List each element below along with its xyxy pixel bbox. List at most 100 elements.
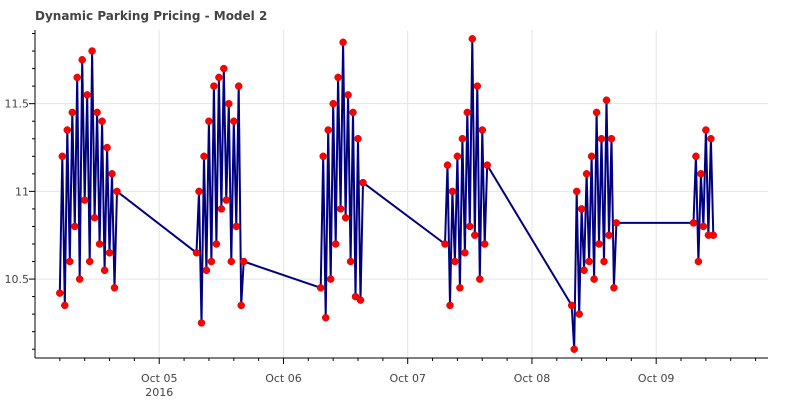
- data-point: [443, 161, 452, 169]
- data-point: [466, 222, 474, 231]
- data-point: [222, 196, 231, 204]
- data-point: [105, 249, 114, 257]
- data-point: [93, 108, 101, 117]
- data-point: [98, 117, 106, 125]
- data-point: [580, 266, 588, 275]
- data-points: [56, 35, 718, 353]
- y-tick-label: 10.5: [5, 273, 30, 286]
- chart-title: Dynamic Parking Pricing - Model 2: [35, 9, 267, 23]
- data-point: [90, 213, 99, 222]
- data-point: [582, 170, 591, 178]
- data-point: [103, 143, 111, 152]
- data-point: [207, 257, 216, 266]
- data-point: [453, 152, 462, 161]
- data-point: [707, 134, 715, 143]
- data-point: [463, 108, 472, 117]
- series-line: [58, 37, 715, 351]
- data-point: [316, 284, 325, 292]
- data-point: [354, 134, 362, 143]
- data-point: [339, 38, 347, 47]
- data-point: [468, 35, 477, 43]
- data-point: [692, 152, 700, 161]
- data-point: [592, 108, 601, 117]
- data-point: [359, 178, 367, 187]
- data-point: [607, 134, 616, 143]
- data-point: [585, 257, 593, 266]
- data-point: [237, 301, 245, 310]
- data-point: [66, 257, 74, 266]
- data-point: [331, 240, 340, 248]
- data-point: [239, 257, 248, 266]
- data-point: [572, 187, 581, 196]
- data-point: [108, 170, 116, 178]
- data-point: [476, 275, 484, 283]
- data-point: [195, 187, 203, 196]
- data-point: [441, 240, 449, 248]
- data-point: [56, 289, 64, 297]
- axes: [29, 30, 768, 364]
- data-point: [61, 301, 69, 310]
- data-point: [577, 205, 586, 213]
- data-point: [483, 161, 491, 169]
- data-point: [478, 126, 487, 134]
- data-point: [344, 91, 352, 99]
- data-point: [113, 187, 121, 196]
- data-point: [356, 296, 365, 304]
- series: [58, 37, 715, 351]
- data-point: [225, 99, 233, 108]
- data-point: [341, 213, 350, 222]
- x-tick-label: Oct 09: [638, 372, 675, 385]
- data-point: [597, 134, 606, 143]
- data-point: [68, 108, 77, 117]
- data-point: [220, 64, 228, 73]
- x-tick-label: Oct 08: [514, 372, 551, 385]
- data-point: [590, 275, 598, 283]
- data-point: [694, 257, 703, 266]
- data-point: [456, 284, 464, 292]
- data-point: [709, 231, 718, 239]
- data-point: [205, 117, 213, 125]
- data-point: [71, 222, 79, 231]
- data-point: [210, 82, 218, 90]
- data-point: [230, 117, 238, 125]
- data-point: [602, 96, 611, 104]
- data-point: [75, 275, 84, 283]
- data-point: [227, 257, 236, 266]
- data-point: [595, 240, 603, 248]
- data-point: [600, 257, 608, 266]
- data-point: [212, 240, 221, 248]
- data-point: [58, 152, 67, 161]
- data-point: [448, 187, 457, 196]
- data-point: [217, 205, 226, 213]
- data-point: [319, 152, 327, 161]
- data-point: [446, 301, 454, 310]
- data-point: [326, 275, 335, 283]
- data-point: [78, 56, 86, 64]
- data-point: [336, 205, 345, 213]
- data-point: [334, 73, 342, 82]
- x-tick-label: Oct 07: [389, 372, 426, 385]
- data-point: [451, 257, 459, 266]
- grid: [35, 30, 768, 358]
- data-point: [83, 91, 91, 99]
- data-point: [80, 196, 89, 204]
- x-tick-label: Oct 05: [141, 372, 178, 385]
- data-point: [232, 222, 241, 231]
- data-point: [63, 126, 72, 134]
- y-tick-label: 11.5: [5, 98, 30, 111]
- data-point: [570, 345, 578, 353]
- data-point: [473, 82, 482, 90]
- data-point: [697, 170, 705, 178]
- x-tick-label: Oct 06: [265, 372, 302, 385]
- data-point: [215, 73, 223, 82]
- data-point: [234, 82, 243, 90]
- data-point: [605, 231, 613, 239]
- data-point: [200, 152, 208, 161]
- data-point: [100, 266, 109, 275]
- x-tick-sublabel: 2016: [145, 386, 173, 399]
- data-point: [192, 249, 201, 257]
- data-point: [197, 319, 206, 327]
